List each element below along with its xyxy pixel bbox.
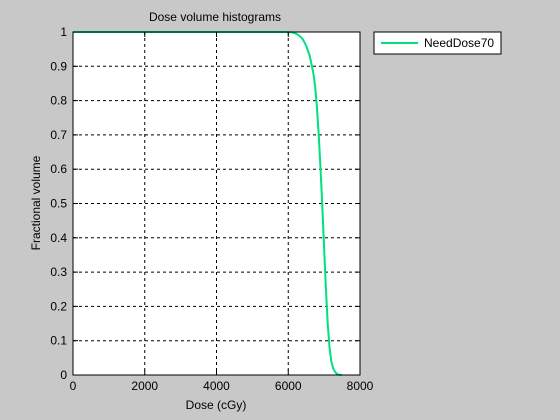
y-tick-label: 0.7	[50, 128, 67, 142]
y-tick-label: 0.4	[50, 231, 67, 245]
series-layer	[73, 31, 343, 376]
legend: NeedDose70	[373, 31, 502, 55]
x-tick-label: 2000	[131, 379, 158, 393]
chart-title: Dose volume histograms	[149, 10, 281, 24]
y-tick-label: 0.1	[50, 334, 67, 348]
x-tick-label: 6000	[275, 379, 302, 393]
plot-area	[73, 32, 360, 375]
series-line-needdose70	[73, 31, 343, 376]
y-tick-label: 0.6	[50, 162, 67, 176]
axis-ticks	[72, 31, 361, 376]
y-tick-label: 0.5	[50, 197, 67, 211]
x-tick-labels: 0 2000 4000 6000 8000	[70, 379, 374, 393]
x-tick-label: 0	[70, 379, 77, 393]
y-axis-title: Fractional volume	[29, 155, 43, 250]
y-tick-label: 0.3	[50, 265, 67, 279]
x-tick-label: 4000	[203, 379, 230, 393]
y-tick-label: 0.8	[50, 94, 67, 108]
y-tick-label: 1	[60, 25, 67, 39]
x-axis-title: Dose (cGy)	[186, 398, 247, 412]
legend-box	[373, 31, 502, 55]
y-tick-labels: 0 0.1 0.2 0.3 0.4 0.5 0.6 0.7 0.8 0.9 1	[50, 25, 67, 382]
x-tick-label: 8000	[347, 379, 374, 393]
y-tick-label: 0.9	[50, 59, 67, 73]
y-tick-label: 0.2	[50, 299, 67, 313]
legend-label-needdose70: NeedDose70	[424, 36, 494, 50]
y-tick-label: 0	[60, 368, 67, 382]
